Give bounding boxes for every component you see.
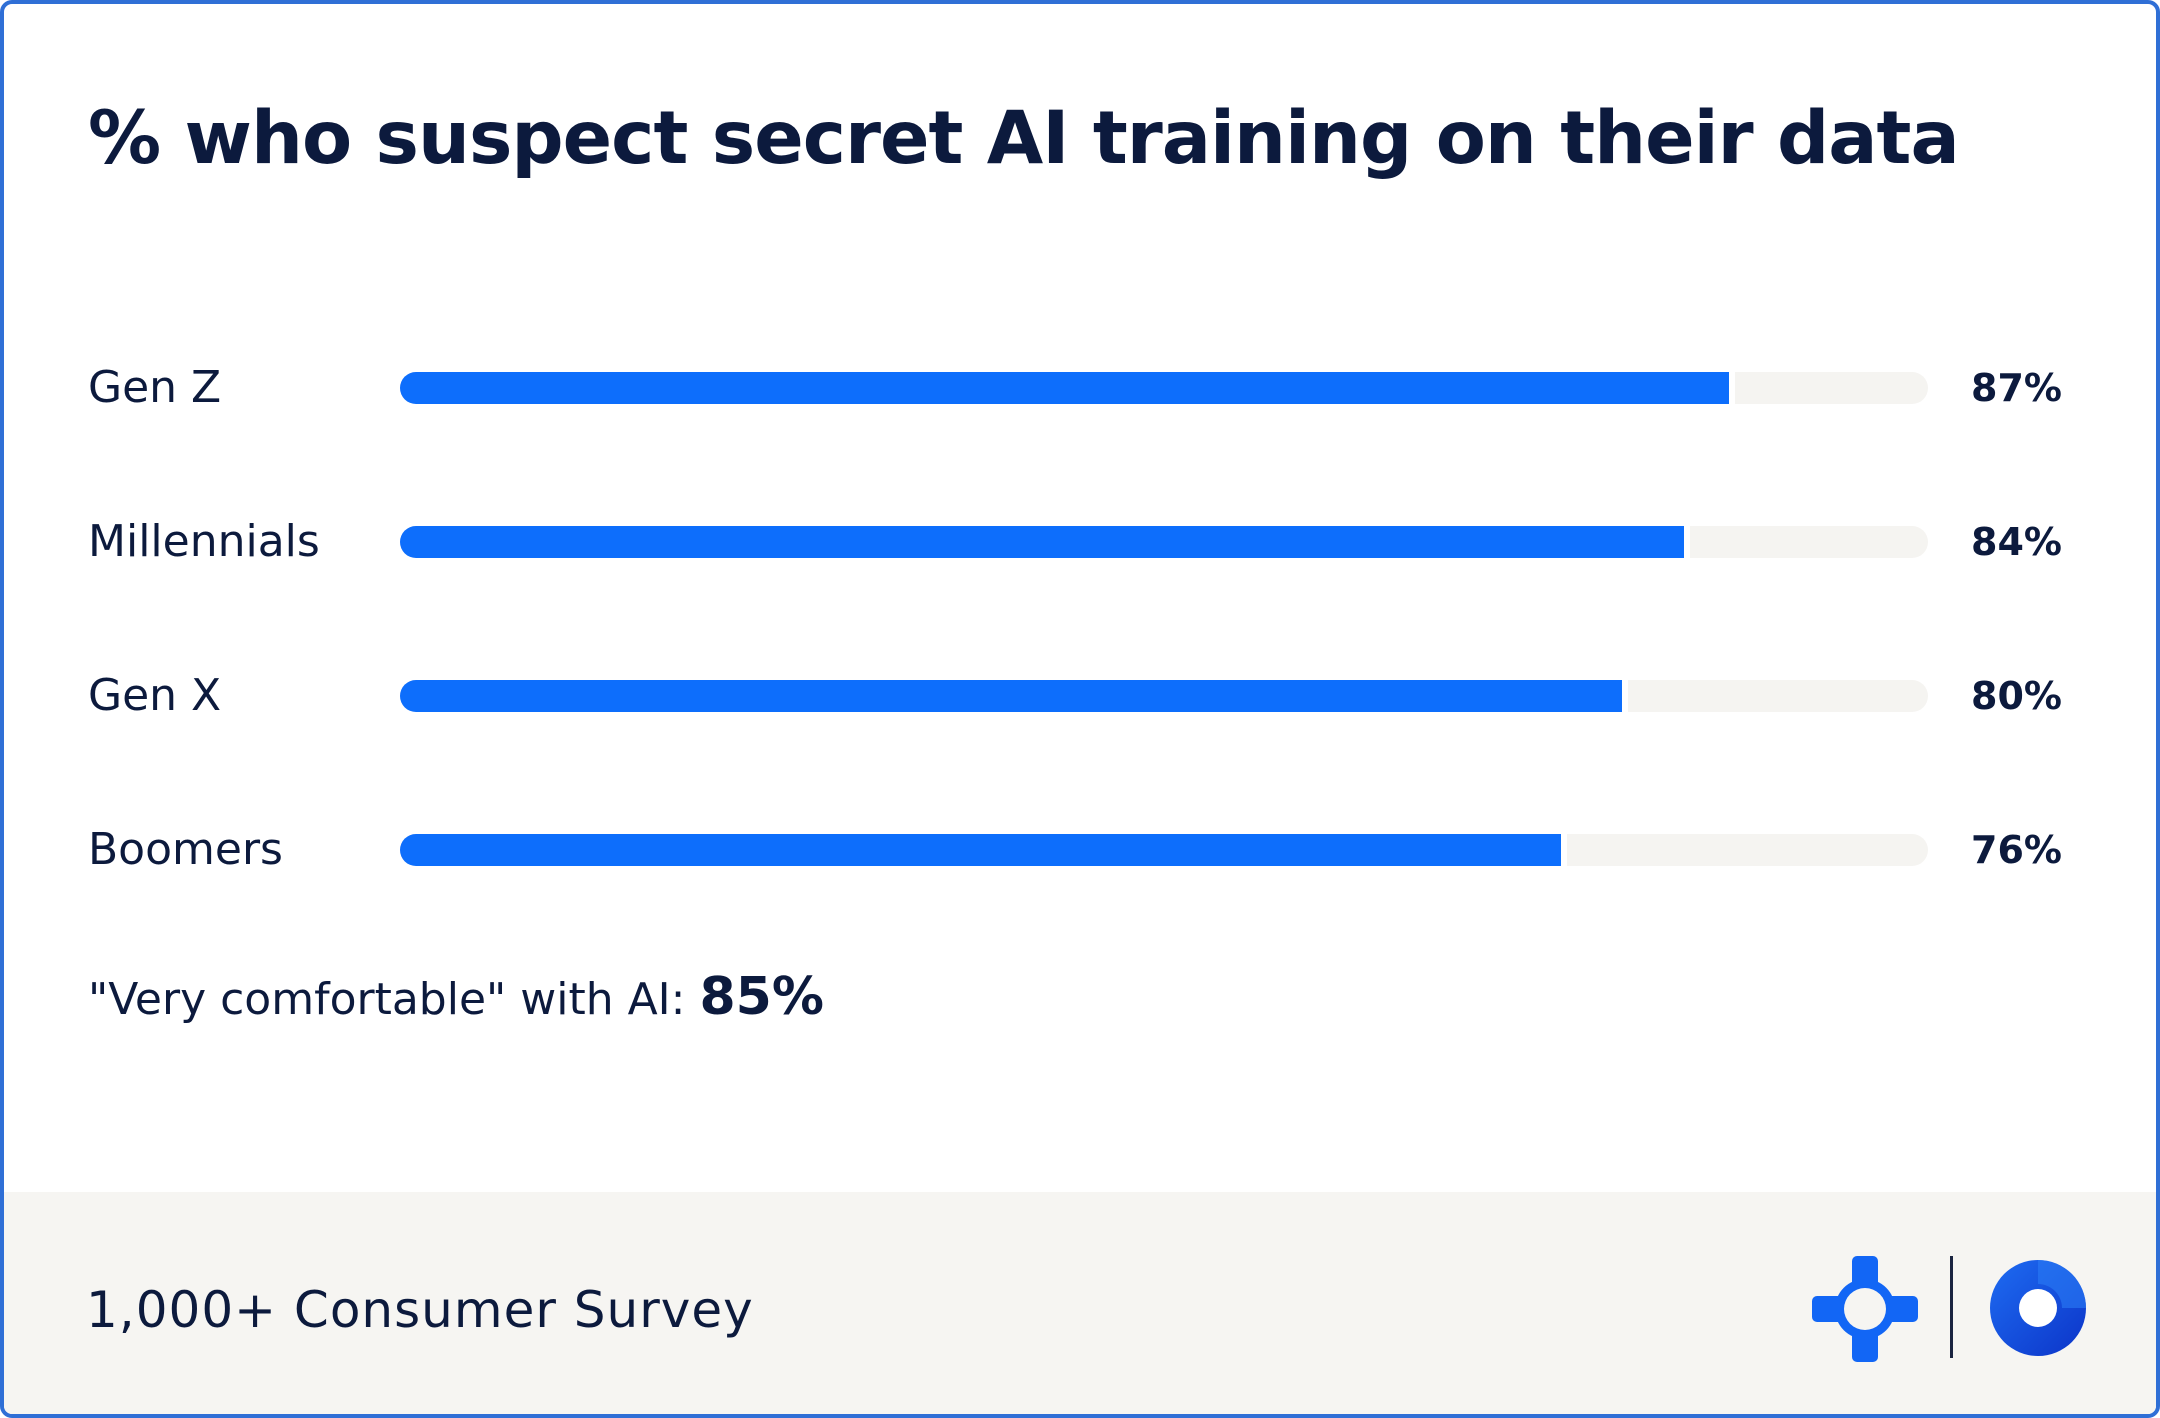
category-label: Millennials <box>88 516 320 567</box>
bar <box>400 372 1729 404</box>
bar-track <box>400 834 1928 866</box>
comfort-callout: "Very comfortable" with AI: 85% <box>88 966 824 1028</box>
comfort-label: "Very comfortable" with AI: <box>88 974 686 1025</box>
bar <box>400 526 1684 558</box>
ring-logo-icon <box>1990 1260 2086 1356</box>
category-label: Boomers <box>88 824 283 875</box>
comfort-value: 85% <box>699 967 824 1027</box>
category-label: Gen X <box>88 670 222 721</box>
logo-divider <box>1950 1256 1953 1358</box>
value-label: 76% <box>1971 828 2062 872</box>
bar-row: Gen X 80% <box>4 656 2156 736</box>
survey-source: 1,000+ Consumer Survey <box>86 1281 754 1339</box>
bar-row: Boomers 76% <box>4 810 2156 890</box>
category-label: Gen Z <box>88 362 222 413</box>
bar-row: Gen Z 87% <box>4 348 2156 428</box>
chart-title: % who suspect secret AI training on thei… <box>88 96 1960 181</box>
value-label: 87% <box>1971 366 2062 410</box>
value-label: 80% <box>1971 674 2062 718</box>
cross-logo-icon <box>1812 1256 1918 1362</box>
bar <box>400 680 1622 712</box>
footer: 1,000+ Consumer Survey <box>4 1192 2156 1414</box>
bar-row: Millennials 84% <box>4 502 2156 582</box>
bar <box>400 834 1561 866</box>
value-label: 84% <box>1971 520 2062 564</box>
bar-track <box>400 372 1928 404</box>
bar-track <box>400 526 1928 558</box>
bar-track <box>400 680 1928 712</box>
